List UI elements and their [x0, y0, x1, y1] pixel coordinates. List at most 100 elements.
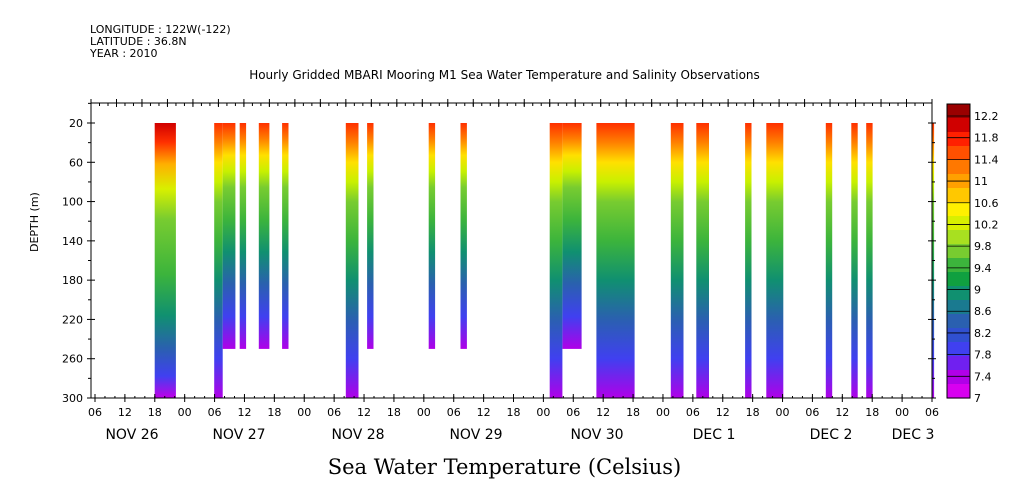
x-tick-label: 12: [118, 406, 132, 419]
x-tick-label: 00: [536, 406, 550, 419]
meta-latitude: LATITUDE : 36.8N: [90, 35, 187, 48]
meta-longitude: LONGITUDE : 122W(-122): [90, 23, 231, 36]
colorbar-swatch: [947, 244, 970, 259]
observation-block-17: [825, 123, 833, 398]
x-tick-label: 06: [805, 406, 819, 419]
x-day-label: NOV 28: [331, 427, 384, 443]
colorbar-swatch: [947, 146, 970, 161]
colorbar-swatch: [947, 384, 970, 399]
x-tick-label: 12: [835, 406, 849, 419]
y-tick-label: 20: [69, 117, 83, 130]
colorbar-swatch: [947, 202, 970, 217]
observation-block-8: [428, 123, 436, 349]
colorbar-swatch: [947, 314, 970, 329]
colorbar-label: 9: [974, 284, 981, 297]
colorbar-title: Sea Water Temperature (Celsius): [327, 455, 682, 479]
observation-block-1: [214, 123, 223, 398]
x-tick-label: 18: [865, 406, 879, 419]
x-tick-label: 12: [716, 406, 730, 419]
x-tick-label: 06: [566, 406, 580, 419]
x-day-label: DEC 1: [693, 427, 736, 443]
x-tick-label: 00: [776, 406, 790, 419]
y-tick-label: 180: [62, 274, 83, 287]
colorbar-label: 7: [974, 392, 981, 405]
colorbar-label: 7.4: [974, 370, 992, 383]
observation-block-15: [745, 123, 752, 398]
x-tick-label: 12: [477, 406, 491, 419]
x-tick-label: 00: [656, 406, 670, 419]
observation-block-13: [670, 123, 684, 398]
observation-block-4: [258, 123, 270, 349]
x-day-label: NOV 30: [570, 427, 623, 443]
colorbar-swatch: [947, 342, 970, 357]
observation-block-16: [766, 123, 784, 398]
observation-block-0: [154, 123, 176, 398]
x-tick-label: 06: [208, 406, 222, 419]
colorbar-swatch: [947, 300, 970, 315]
x-tick-label: 06: [686, 406, 700, 419]
x-tick-label: 00: [297, 406, 311, 419]
x-tick-label: 00: [417, 406, 431, 419]
colorbar-label: 10.2: [974, 218, 999, 231]
x-tick-label: 06: [88, 406, 102, 419]
x-tick-label: 00: [178, 406, 192, 419]
x-tick-label: 12: [357, 406, 371, 419]
x-tick-label: 06: [447, 406, 461, 419]
colorbar-label: 9.8: [974, 240, 992, 253]
x-tick-label: 18: [507, 406, 521, 419]
colorbar-swatch: [947, 104, 970, 119]
colorbar-swatch: [947, 356, 970, 371]
x-tick-label: 06: [327, 406, 341, 419]
y-tick-label: 140: [62, 235, 83, 248]
colorbar-label: 11.8: [974, 132, 999, 145]
x-tick-label: 18: [387, 406, 401, 419]
colorbar-swatch: [947, 132, 970, 147]
colorbar-label: 9.4: [974, 262, 992, 275]
meta-year: YEAR : 2010: [90, 47, 158, 60]
x-tick-label: 00: [895, 406, 909, 419]
x-tick-label: 12: [596, 406, 610, 419]
y-tick-label: 300: [62, 392, 83, 405]
colorbar-swatch: [947, 230, 970, 245]
observation-block-5: [282, 123, 289, 349]
x-tick-label: 18: [267, 406, 281, 419]
x-day-label: NOV 27: [212, 427, 265, 443]
colorbar-label: 11.4: [974, 153, 999, 166]
x-day-label: DEC 3: [892, 427, 935, 443]
chart-title: Hourly Gridded MBARI Mooring M1 Sea Wate…: [249, 68, 760, 82]
observation-block-11: [562, 123, 582, 349]
observation-block-7: [367, 123, 374, 349]
observation-block-19: [866, 123, 873, 398]
colorbar-label: 11: [974, 175, 988, 188]
x-tick-label: 18: [746, 406, 760, 419]
plot-frame: [90, 102, 933, 399]
x-tick-label: 12: [237, 406, 251, 419]
observation-block-18: [851, 123, 858, 398]
observation-block-9: [460, 123, 467, 349]
colorbar-label: 8.2: [974, 327, 992, 340]
colorbar-swatch: [947, 160, 970, 175]
x-tick-label: 18: [626, 406, 640, 419]
colorbar-label: 7.8: [974, 349, 992, 362]
x-tick-label: 06: [925, 406, 939, 419]
colorbar-swatch: [947, 118, 970, 133]
colorbar-swatch: [947, 328, 970, 343]
observation-block-14: [696, 123, 709, 398]
y-tick-label: 60: [69, 156, 83, 169]
colorbar-swatch: [947, 272, 970, 287]
y-tick-label: 220: [62, 313, 83, 326]
x-day-label: NOV 26: [105, 427, 158, 443]
observation-block-6: [345, 123, 359, 398]
colorbar-swatch: [947, 286, 970, 301]
observation-block-12: [596, 123, 635, 398]
x-day-label: DEC 2: [810, 427, 853, 443]
colorbar-swatch: [947, 258, 970, 273]
colorbar-label: 12.2: [974, 110, 999, 123]
colorbar-swatch: [947, 216, 970, 231]
observation-block-2: [222, 123, 236, 349]
x-tick-label: 18: [148, 406, 162, 419]
x-day-label: NOV 29: [449, 427, 502, 443]
observation-block-3: [239, 123, 247, 349]
observation-block-10: [549, 123, 563, 398]
